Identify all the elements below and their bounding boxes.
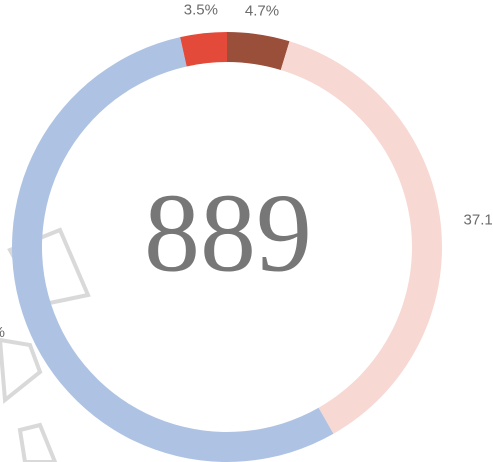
donut-segment — [227, 32, 290, 70]
data-label: 4.7% — [245, 3, 279, 20]
center-label: 889 — [144, 172, 312, 296]
deco-shape — [17, 422, 58, 462]
donut-segment — [280, 41, 443, 434]
data-label: 54.8% — [0, 324, 5, 341]
data-label: 3.5% — [184, 1, 218, 18]
data-label: 37.1% — [464, 212, 493, 229]
donut-segment — [180, 32, 227, 67]
donut-segment — [12, 37, 334, 462]
deco-shape — [0, 337, 43, 404]
